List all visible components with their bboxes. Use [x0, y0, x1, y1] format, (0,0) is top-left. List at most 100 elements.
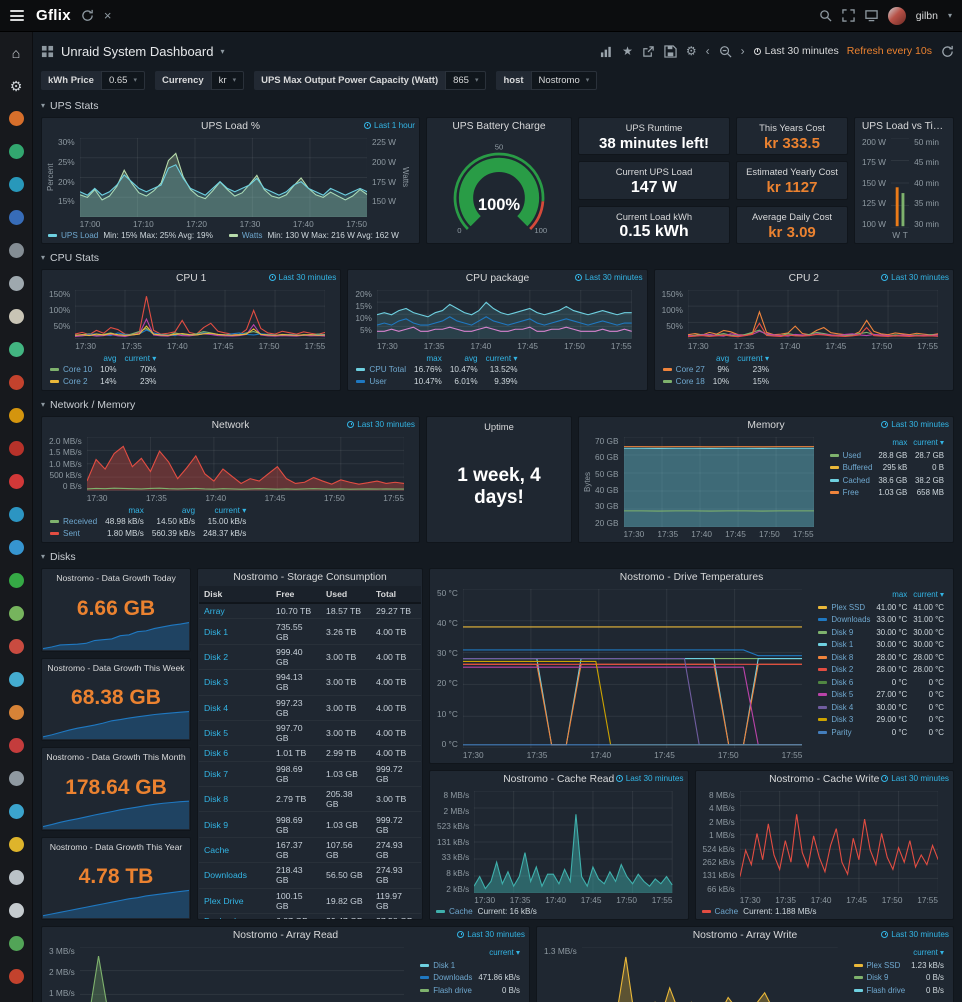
refresh-button[interactable] [941, 45, 954, 58]
panel-time-range[interactable]: Last 30 minutes [881, 774, 949, 783]
panel-time-range[interactable]: Last 30 minutes [574, 273, 643, 282]
app-title[interactable]: Gflix [36, 7, 71, 24]
star-button[interactable]: ★ [622, 44, 633, 58]
disk-name-link[interactable]: Plex Drive [199, 888, 272, 914]
row-header-disks[interactable]: ▾ Disks [41, 549, 954, 564]
panel-title[interactable]: This Years Cost [759, 122, 825, 133]
panel-title[interactable]: Nostromo - Data Growth This Month [46, 752, 186, 762]
legend-series-toggle[interactable]: Disk 8 [815, 652, 873, 665]
save-button[interactable] [664, 44, 677, 58]
disk-name-link[interactable]: Docker Image [199, 913, 272, 919]
app-icon-19[interactable] [0, 762, 32, 795]
app-icon-2[interactable] [0, 135, 32, 168]
legend-sort-header[interactable]: current ▾ [913, 590, 944, 599]
disk-name-link[interactable]: Disk 2 [199, 644, 272, 671]
app-icon-7[interactable] [0, 333, 32, 366]
legend-series-toggle[interactable]: Downloads [417, 972, 475, 985]
panel-title[interactable]: Estimated Yearly Cost [746, 166, 838, 178]
panel-title[interactable]: Current Load kWh [615, 210, 693, 222]
legend-series-toggle[interactable]: Sent [46, 528, 101, 540]
legend-series-toggle[interactable]: Free [827, 487, 876, 500]
legend-series-toggle[interactable]: Parity [815, 727, 873, 740]
panel-title[interactable]: CPU 1 [176, 273, 207, 284]
monitor-icon[interactable] [865, 9, 878, 22]
disk-name-link[interactable]: Disk 4 [199, 695, 272, 721]
panel-time-range[interactable]: Last 30 minutes [268, 273, 336, 282]
chart-plot[interactable] [463, 589, 803, 748]
app-icon-13[interactable] [0, 564, 32, 597]
panel-time-range[interactable]: Last 30 minutes [881, 420, 949, 429]
panel-title[interactable]: CPU package [465, 273, 530, 284]
disk-name-link[interactable]: Disk 6 [199, 745, 272, 762]
legend-series-toggle[interactable]: Disk 2 [815, 664, 873, 677]
legend-series-toggle[interactable]: Core 18 [659, 376, 709, 388]
chart-plot[interactable] [376, 290, 632, 339]
add-panel-button[interactable] [600, 45, 613, 58]
panel-title[interactable]: Nostromo - Cache Read [503, 774, 615, 785]
disk-name-link[interactable]: Downloads [199, 862, 272, 889]
app-icon-22[interactable] [0, 960, 32, 993]
legend-series-toggle[interactable]: Disk 5 [815, 689, 873, 702]
panel-title[interactable]: Average Daily Cost [751, 210, 833, 222]
legend-series-toggle[interactable]: CPU Total [352, 364, 410, 376]
row-header-network-memory[interactable]: ▾ Network / Memory [41, 397, 954, 412]
chart-plot[interactable] [582, 947, 838, 1002]
disk-name-link[interactable]: Disk 5 [199, 720, 272, 747]
column-header[interactable]: Total [370, 586, 421, 604]
panel-time-range[interactable]: Last 30 minutes [615, 774, 684, 783]
panel-title[interactable]: Network [211, 420, 250, 431]
row-header-cpu-stats[interactable]: ▾ CPU Stats [41, 250, 954, 265]
refresh-tab-icon[interactable] [81, 9, 94, 22]
legend-series-toggle[interactable]: Disk 3 [815, 714, 873, 727]
legend-series-toggle[interactable]: Disk 9 [851, 972, 909, 985]
legend-sort-header[interactable]: max [892, 590, 908, 599]
chart-plot[interactable] [740, 791, 938, 893]
disk-name-link[interactable]: Array [199, 603, 272, 620]
app-icon-12[interactable] [0, 531, 32, 564]
legend-sort-header[interactable]: current ▾ [485, 353, 518, 363]
disk-name-link[interactable]: Disk 1 [199, 618, 272, 645]
legend-series-toggle[interactable]: Disk 9 [815, 627, 873, 640]
panel-time-range[interactable]: Last 1 hour [364, 121, 415, 130]
legend-item[interactable]: Watts Min: 130 W Max: 216 W Avg: 162 W [228, 231, 399, 240]
legend-series-toggle[interactable]: Disk 1 [417, 960, 475, 973]
variable-dropdown[interactable]: Nostromo ▾ [530, 70, 598, 90]
legend-sort-header[interactable]: avg [103, 353, 117, 363]
ups-battery-gauge[interactable]: 0 50 100 100% [427, 135, 571, 243]
legend-sort-header[interactable]: avg [181, 505, 196, 515]
legend-series-toggle[interactable]: Disk 4 [815, 702, 873, 715]
disk-name-link[interactable]: Cache [199, 837, 272, 864]
panel-title[interactable]: Nostromo - Data Growth This Week [47, 662, 185, 673]
legend-series-toggle[interactable]: Cached [827, 475, 876, 488]
app-icon-3[interactable] [0, 168, 32, 201]
panel-title[interactable]: UPS Load vs Time left [861, 121, 947, 132]
panel-title[interactable]: Memory [747, 420, 785, 431]
dashboard-picker-icon[interactable] [41, 45, 54, 58]
chart-plot[interactable] [75, 290, 325, 339]
panel-time-range[interactable]: Last 30 minutes [881, 273, 949, 282]
panel-time-range[interactable]: Last 30 minutes [347, 420, 415, 429]
legend-series-toggle[interactable]: Core 2 [46, 376, 96, 388]
panel-title[interactable]: Nostromo - Data Growth Today [56, 573, 176, 583]
legend-sort-header[interactable]: current ▾ [214, 505, 247, 515]
legend-sort-header[interactable]: current ▾ [913, 948, 944, 957]
disk-name-link[interactable]: Disk 9 [199, 811, 272, 838]
chart-plot[interactable] [474, 791, 673, 893]
legend-series-toggle[interactable]: Buffered [827, 462, 876, 475]
app-icon-6[interactable] [0, 300, 32, 333]
panel-title[interactable]: Nostromo - Data Growth This Year [49, 841, 183, 852]
chart-plot[interactable] [80, 947, 404, 1002]
chevron-down-icon[interactable]: ▾ [947, 11, 952, 20]
panel-title[interactable]: Nostromo - Storage Consumption [233, 572, 387, 583]
legend-sort-header[interactable]: max [426, 353, 442, 363]
app-icon-21[interactable] [0, 861, 32, 894]
legend-series-toggle[interactable]: Plex SSD [815, 602, 873, 615]
search-icon[interactable] [819, 9, 832, 22]
variable-dropdown[interactable]: 865 ▾ [445, 70, 487, 90]
github-icon[interactable] [0, 927, 32, 960]
fullscreen-icon[interactable] [842, 9, 855, 22]
settings-gear-icon[interactable]: ⚙ [9, 77, 23, 94]
settings-gear-button[interactable]: ⚙ [685, 44, 697, 58]
username[interactable]: gilbn [915, 9, 938, 22]
legend-item[interactable]: UPS Load Min: 15% Max: 25% Avg: 19% [48, 231, 213, 240]
